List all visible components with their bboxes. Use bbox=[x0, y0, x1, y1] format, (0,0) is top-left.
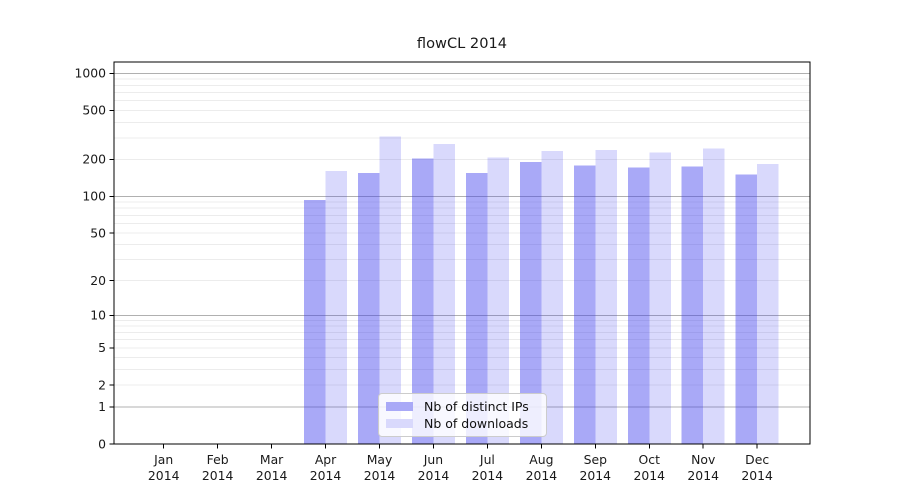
bar-downloads-apr bbox=[325, 171, 348, 444]
x-tick-label-nov: Nov bbox=[691, 452, 715, 467]
x-tick-label-aug: Aug bbox=[529, 452, 553, 467]
y-tick-label-1: 1 bbox=[98, 399, 106, 414]
x-tick-year-feb: 2014 bbox=[202, 468, 234, 483]
legend-swatch-downloads bbox=[386, 419, 413, 428]
x-tick-year-mar: 2014 bbox=[256, 468, 288, 483]
bar-downloads-oct bbox=[649, 152, 671, 445]
bar-downloads-aug bbox=[541, 150, 563, 444]
bar-distinct-ips-dec bbox=[735, 174, 758, 445]
legend-item-distinct-ips: Nb of distinct IPs bbox=[386, 399, 538, 414]
bar-distinct-ips-nov bbox=[681, 166, 704, 444]
y-tick-label-10: 10 bbox=[90, 308, 106, 323]
bar-distinct-ips-aug bbox=[519, 162, 542, 444]
x-tick-label-dec: Dec bbox=[745, 452, 769, 467]
bar-downloads-jun bbox=[433, 144, 455, 445]
legend-swatch-distinct-ips bbox=[386, 402, 413, 411]
y-tick-label-0: 0 bbox=[98, 436, 106, 451]
x-tick-year-jan: 2014 bbox=[148, 468, 180, 483]
bar-downloads-nov bbox=[703, 148, 725, 444]
legend-label-downloads: Nb of downloads bbox=[424, 416, 529, 431]
x-tick-label-jun: Jun bbox=[423, 452, 443, 467]
y-tick-label-5: 5 bbox=[98, 340, 106, 355]
x-tick-label-sep: Sep bbox=[584, 452, 607, 467]
x-tick-year-dec: 2014 bbox=[741, 468, 773, 483]
x-tick-year-nov: 2014 bbox=[687, 468, 719, 483]
y-tick-label-200: 200 bbox=[82, 152, 106, 167]
x-tick-label-jan: Jan bbox=[153, 452, 173, 467]
bar-distinct-ips-oct bbox=[627, 167, 650, 444]
x-tick-year-apr: 2014 bbox=[310, 468, 342, 483]
legend-label-distinct-ips: Nb of distinct IPs bbox=[424, 399, 529, 414]
y-tick-label-100: 100 bbox=[82, 189, 106, 204]
x-tick-year-sep: 2014 bbox=[580, 468, 612, 483]
x-tick-year-may: 2014 bbox=[364, 468, 396, 483]
bar-distinct-ips-jun bbox=[411, 158, 434, 444]
x-tick-year-jul: 2014 bbox=[472, 468, 504, 483]
y-tick-label-20: 20 bbox=[90, 273, 106, 288]
bar-downloads-jul bbox=[487, 157, 509, 444]
bar-distinct-ips-jul bbox=[465, 173, 488, 444]
plot-frame bbox=[113, 61, 811, 445]
y-tick-label-50: 50 bbox=[90, 225, 106, 240]
x-tick-label-mar: Mar bbox=[260, 452, 284, 467]
bar-downloads-dec bbox=[757, 163, 779, 444]
x-tick-label-may: May bbox=[367, 452, 393, 467]
x-tick-label-apr: Apr bbox=[315, 452, 337, 467]
bar-downloads-sep bbox=[595, 150, 617, 445]
chart-title: flowCL 2014 bbox=[416, 35, 508, 52]
x-tick-label-jul: Jul bbox=[479, 452, 495, 467]
x-tick-label-oct: Oct bbox=[639, 452, 661, 467]
x-tick-year-jun: 2014 bbox=[418, 468, 450, 483]
x-tick-year-aug: 2014 bbox=[526, 468, 558, 483]
bar-distinct-ips-may bbox=[358, 173, 380, 444]
x-tick-year-oct: 2014 bbox=[633, 468, 665, 483]
legend-item-downloads: Nb of downloads bbox=[386, 416, 538, 431]
bar-distinct-ips-sep bbox=[573, 165, 596, 445]
legend: Nb of distinct IPs Nb of downloads bbox=[378, 393, 547, 437]
y-tick-label-2: 2 bbox=[98, 377, 106, 392]
y-tick-label-500: 500 bbox=[82, 103, 106, 118]
bar-distinct-ips-apr bbox=[304, 200, 326, 444]
x-tick-label-feb: Feb bbox=[207, 452, 229, 467]
y-tick-label-1000: 1000 bbox=[74, 66, 106, 81]
bar-downloads-may bbox=[379, 136, 401, 445]
